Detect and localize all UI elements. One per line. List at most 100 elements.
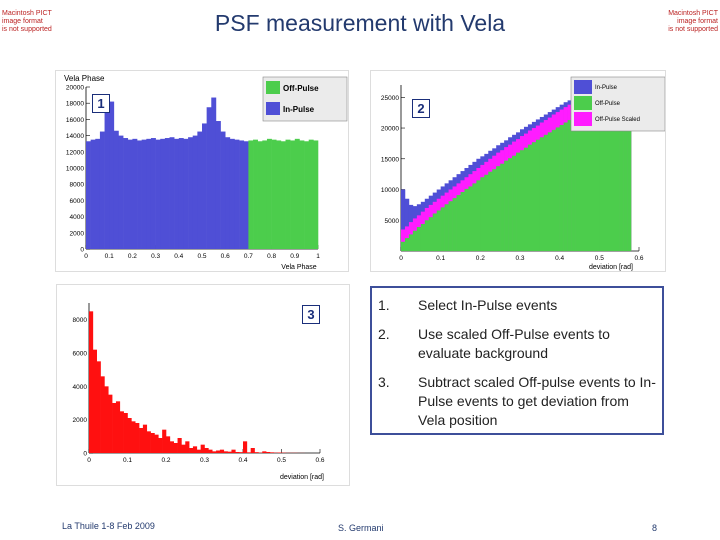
plot-3-panel: 0 2000 4000 6000 8000 0 0.1 0.2 0.3 0.4 0.5 0.6 dev… xyxy=(56,284,350,486)
bar-off-pulse xyxy=(248,140,254,249)
bar-residual xyxy=(96,361,101,453)
bar-off-pulse xyxy=(456,195,461,251)
bar-residual xyxy=(192,446,198,453)
x-tick-label: 0.3 xyxy=(151,253,160,260)
x-tick-label: 0.4 xyxy=(238,457,247,464)
bar-in-pulse xyxy=(202,123,207,249)
x-tick-label: 0.1 xyxy=(123,457,132,464)
bar-residual xyxy=(158,438,163,453)
bar-off-pulse xyxy=(276,140,282,249)
bar-residual xyxy=(112,403,117,453)
x-tick-label: 0.6 xyxy=(634,255,643,262)
bar-off-pulse xyxy=(299,140,305,249)
bar-in-pulse xyxy=(132,138,138,249)
bar-off-pulse xyxy=(436,210,441,251)
x-tick-label: 0.4 xyxy=(174,253,183,260)
bar-residual xyxy=(150,433,155,453)
bar-off-pulse xyxy=(559,124,564,251)
bar-residual xyxy=(127,418,132,453)
x-tick-label: 0.7 xyxy=(244,253,253,260)
pict-notice-left: Macintosh PICT image format is not suppo… xyxy=(2,10,52,33)
bar-off-pulse xyxy=(266,138,272,249)
bar-off-pulse xyxy=(571,117,576,251)
bar-off-pulse xyxy=(619,92,624,252)
bar-residual xyxy=(162,429,167,453)
plot-1-legend: Off-Pulse In-Pulse xyxy=(262,76,348,122)
bar-off-pulse xyxy=(551,129,556,251)
bar-in-pulse xyxy=(146,138,152,249)
y-tick-label: 16000 xyxy=(66,117,84,124)
bar-off-pulse xyxy=(308,139,314,249)
plot-1-title: Vela Phase xyxy=(64,74,105,83)
bar-off-pulse xyxy=(623,91,628,251)
bar-in-pulse xyxy=(118,135,124,249)
y-tick-label: 18000 xyxy=(66,101,84,108)
bar-residual xyxy=(277,452,282,453)
slide-title: PSF measurement with Vela xyxy=(214,10,506,36)
plot-1-svg: 0 2000 4000 6000 8000 10000 12000 14000 16000 180… xyxy=(64,74,348,271)
bar-off-pulse xyxy=(583,110,588,251)
bar-in-pulse xyxy=(150,138,156,249)
bar-residual xyxy=(269,452,275,453)
bar-residual xyxy=(166,436,171,453)
bar-off-pulse xyxy=(496,166,501,251)
bar-off-pulse xyxy=(535,139,541,251)
bar-residual xyxy=(89,311,94,453)
bar-off-pulse xyxy=(468,186,473,251)
x-tick-label: 0.8 xyxy=(267,253,276,260)
bar-residual xyxy=(189,448,194,453)
x-tick-label: 0.6 xyxy=(315,457,324,464)
y-tick-label: 0 xyxy=(83,451,87,458)
bar-off-pulse xyxy=(428,217,434,251)
bar-residual xyxy=(181,444,186,453)
bar-off-pulse xyxy=(563,122,568,251)
bar-off-pulse xyxy=(408,234,414,251)
bar-in-pulse xyxy=(188,137,194,249)
pict-notice-right: Macintosh PICT image format is not suppo… xyxy=(668,10,718,33)
bar-residual xyxy=(154,434,159,453)
bar-residual xyxy=(239,452,244,453)
x-tick-label: 0 xyxy=(87,457,91,464)
bar-off-pulse xyxy=(304,141,310,249)
bar-in-pulse xyxy=(104,109,110,250)
bar-residual xyxy=(262,451,267,453)
y-tick-label: 14000 xyxy=(66,133,84,140)
legend-label-in-pulse-2: In-Pulse xyxy=(595,85,618,91)
bar-in-pulse xyxy=(401,189,406,251)
plot-2-panel: 5000 10000 15000 20000 25000 0 0.1 0.2 0.3 0.4 0.5… xyxy=(370,70,666,272)
bar-residual xyxy=(115,401,121,453)
bar-in-pulse xyxy=(169,137,175,249)
bar-off-pulse xyxy=(587,108,592,251)
bar-off-pulse xyxy=(285,139,291,249)
bar-off-pulse xyxy=(567,120,572,251)
bar-in-pulse xyxy=(234,139,240,249)
x-tick-label: 0.2 xyxy=(128,253,137,260)
y-tick-label: 15000 xyxy=(381,156,399,163)
bar-off-pulse xyxy=(280,141,286,249)
bar-in-pulse xyxy=(197,131,203,249)
bar-off-pulse xyxy=(599,102,604,251)
plot-3-number: 3 xyxy=(302,305,320,324)
x-tick-label: 0.9 xyxy=(290,253,299,260)
bar-off-pulse xyxy=(575,115,580,251)
bar-off-pulse xyxy=(492,169,497,251)
x-tick-label: 0.5 xyxy=(197,253,206,260)
bar-off-pulse-scaled xyxy=(401,229,406,251)
bar-in-pulse xyxy=(123,138,129,249)
bar-off-pulse xyxy=(595,104,600,251)
bar-off-pulse xyxy=(539,137,545,251)
bar-in-pulse xyxy=(243,141,249,249)
bar-off-pulse xyxy=(440,207,445,251)
x-tick-label: 0.5 xyxy=(595,255,604,262)
bar-off-pulse xyxy=(543,134,549,251)
bar-off-pulse xyxy=(520,150,525,251)
bar-in-pulse xyxy=(137,140,142,249)
bar-residual xyxy=(208,449,213,453)
x-tick-label: 0.2 xyxy=(476,255,485,262)
bar-off-pulse xyxy=(603,100,608,252)
bar-residual xyxy=(231,449,236,453)
bar-in-pulse xyxy=(86,141,91,249)
bar-residual xyxy=(246,452,251,453)
bar-residual xyxy=(177,438,182,453)
bar-off-pulse xyxy=(500,163,505,251)
